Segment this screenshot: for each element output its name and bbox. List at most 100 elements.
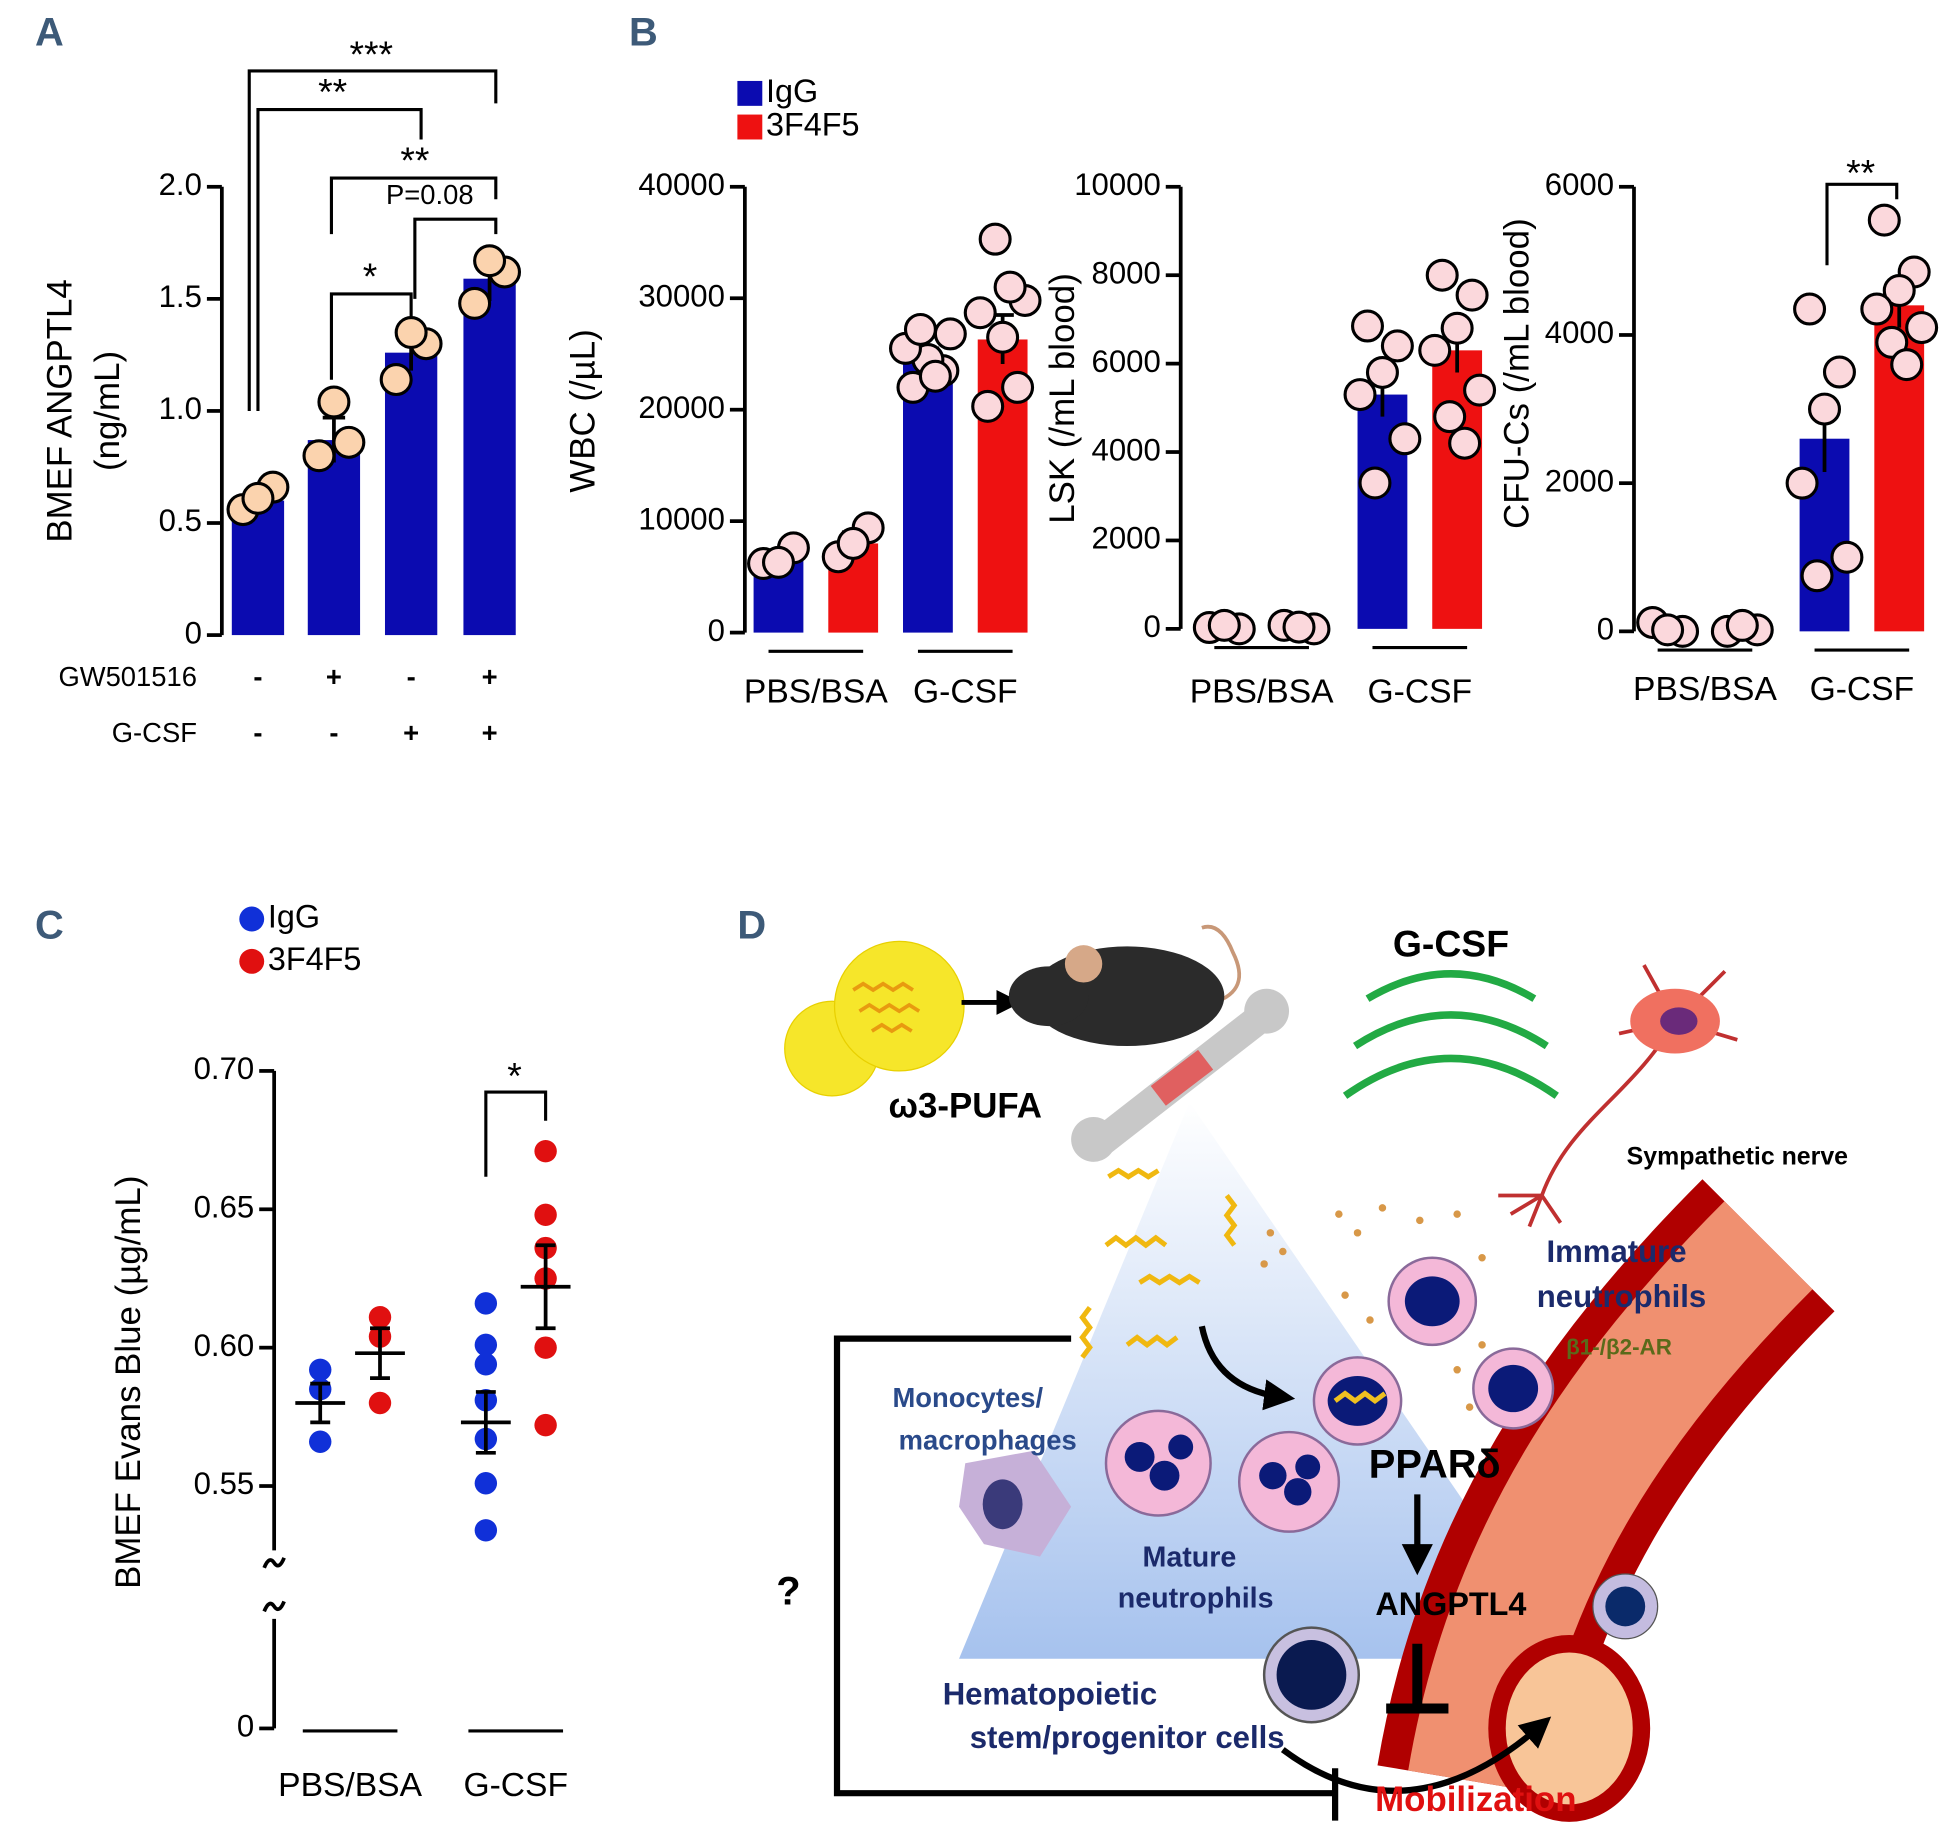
significance-bracket — [329, 176, 498, 235]
panel-label: B — [629, 10, 658, 54]
significance-label: P=0.08 — [386, 179, 474, 210]
condition-value: + — [403, 717, 419, 748]
significance-label: ** — [318, 70, 347, 112]
nucleus — [1605, 1586, 1646, 1627]
y-axis-label: BMEF ANGPTL4 — [41, 279, 80, 542]
label: Mature — [1143, 1542, 1237, 1574]
data-point — [1388, 422, 1422, 456]
y-tick-label: 0 — [1597, 612, 1614, 647]
data-point — [1350, 309, 1384, 343]
data-point — [309, 1430, 332, 1453]
legend-label: 3F4F5 — [766, 107, 860, 143]
y-tick-label: 0 — [185, 615, 202, 650]
error-bar — [535, 1243, 556, 1331]
x-tick-label: G-CSF — [1368, 673, 1473, 710]
hspc-nucleus — [1276, 1640, 1347, 1710]
y-tick-label: 8000 — [1092, 255, 1161, 290]
data-point — [1793, 292, 1827, 326]
data-point — [1440, 311, 1474, 345]
data-point — [474, 1472, 498, 1495]
data-point — [473, 244, 507, 278]
x-tick-label: G-CSF — [913, 673, 1018, 710]
data-point — [1418, 333, 1452, 367]
error-bar — [310, 1381, 331, 1425]
mouse-head — [1008, 966, 1089, 1027]
y-axis-label: (ng/mL) — [88, 351, 127, 471]
axis-break — [262, 1557, 286, 1569]
y-tick-label: 0.5 — [159, 503, 202, 538]
condition-value: + — [326, 661, 342, 692]
legend-swatch — [737, 80, 763, 106]
y-tick-label: 10000 — [1074, 167, 1161, 202]
data-point — [474, 1519, 498, 1542]
data-point — [1463, 373, 1497, 407]
data-point — [903, 312, 937, 346]
data-point — [1448, 426, 1482, 460]
data-point — [241, 481, 275, 515]
significance-label: ** — [400, 139, 429, 181]
y-tick-label: 2000 — [1092, 521, 1161, 556]
label: Sympathetic nerve — [1627, 1143, 1848, 1171]
significance-bracket — [329, 292, 413, 380]
y-tick-label: 0 — [708, 613, 725, 648]
data-point — [534, 1139, 557, 1163]
panel-label: D — [737, 903, 766, 947]
data-point — [534, 1203, 557, 1227]
data-point — [474, 1333, 498, 1357]
significance-bracket — [256, 108, 423, 411]
panel-label: C — [35, 903, 64, 947]
data-point — [1785, 466, 1819, 500]
y-tick-label: 1.0 — [159, 391, 202, 426]
data-point — [1860, 292, 1894, 326]
label: G-CSF — [1393, 922, 1509, 964]
data-point — [1425, 258, 1459, 292]
legend-swatch — [737, 114, 763, 140]
data-point — [1808, 392, 1842, 426]
data-point — [963, 296, 997, 330]
y-axis-label: WBC (/µL) — [564, 329, 603, 492]
axis-break — [262, 1600, 286, 1613]
error-bar — [475, 1390, 496, 1455]
label: Mobilization — [1375, 1780, 1576, 1819]
data-point — [1875, 325, 1909, 359]
condition-value: - — [329, 717, 338, 748]
label: ω3-PUFA — [889, 1086, 1042, 1125]
label: macrophages — [899, 1424, 1077, 1455]
data-point — [534, 1336, 557, 1359]
vessel-opening — [1488, 1635, 1651, 1822]
neuron-nucleus — [1660, 1007, 1698, 1035]
data-point — [1882, 274, 1916, 308]
legend-label: IgG — [766, 73, 818, 109]
vessel-lumen — [1408, 1201, 1813, 1792]
data-point — [458, 286, 492, 320]
y-axis-label: BMEF Evans Blue (µg/mL) — [109, 1176, 148, 1589]
y-tick-label: 6000 — [1092, 344, 1161, 379]
data-point — [317, 385, 351, 419]
data-point — [1001, 370, 1035, 404]
data-point — [1890, 348, 1924, 382]
fatty-acids — [1079, 1167, 1238, 1359]
data-point — [534, 1413, 557, 1437]
bone-end — [1244, 988, 1290, 1034]
data-point — [1905, 311, 1939, 345]
x-tick-label: G-CSF — [463, 1767, 568, 1804]
significance-label: *** — [349, 33, 393, 75]
condition-name: GW501516 — [58, 661, 196, 692]
y-tick-label: 0.60 — [194, 1328, 255, 1363]
x-tick-label: PBS/BSA — [1190, 673, 1334, 710]
label: ANGPTL4 — [1375, 1586, 1526, 1622]
diagram: G-CSF ω3-PUFA Sympathetic nerve Immature… — [776, 922, 1848, 1822]
y-tick-label: 20000 — [638, 390, 725, 425]
data-point — [1358, 466, 1392, 500]
x-tick-label: PBS/BSA — [744, 673, 888, 710]
y-tick-label: 2000 — [1545, 463, 1614, 498]
label: stem/progenitor cells — [970, 1720, 1285, 1755]
x-tick-label: G-CSF — [1810, 671, 1915, 708]
condition-value: - — [253, 717, 262, 748]
label: Immature — [1546, 1234, 1686, 1269]
marrow — [1150, 1049, 1214, 1106]
significance-bracket — [413, 217, 498, 299]
inhibition — [1386, 1643, 1449, 1714]
data-point — [1207, 608, 1241, 642]
data-point — [836, 526, 870, 560]
